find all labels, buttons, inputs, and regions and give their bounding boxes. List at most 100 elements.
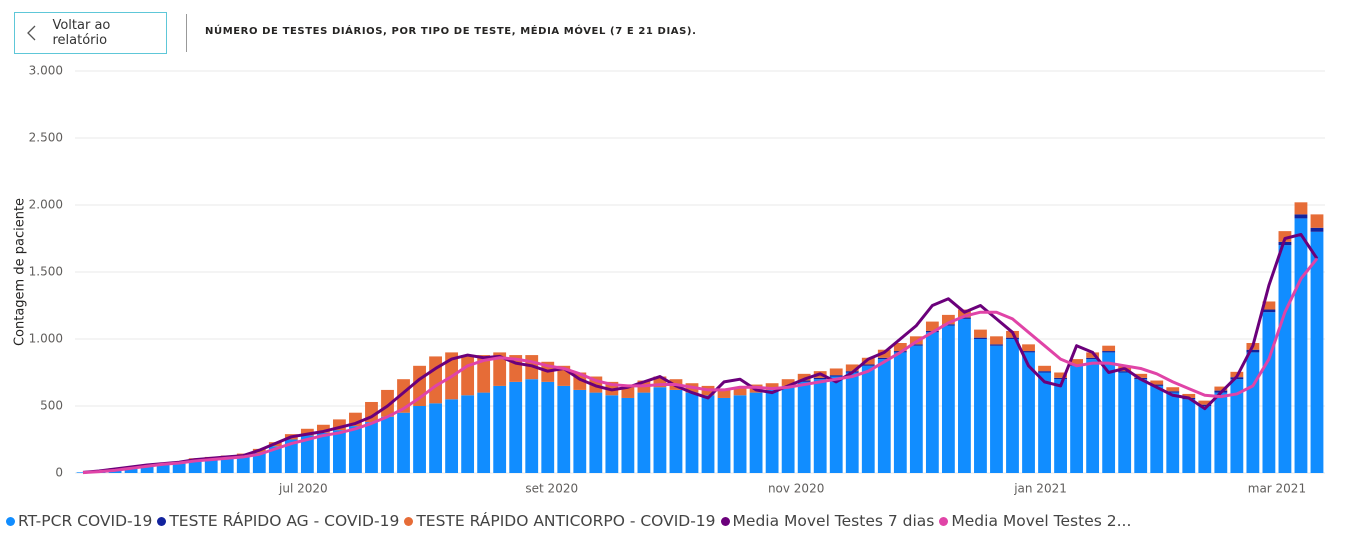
bar (204, 459, 218, 473)
bar (284, 439, 298, 473)
bar (974, 329, 987, 338)
legend-label: Media Movel Testes 2... (951, 512, 1132, 530)
bar (1102, 345, 1116, 352)
bar (1054, 377, 1067, 380)
bar (1182, 393, 1196, 398)
bar (541, 381, 555, 473)
bar (1310, 227, 1324, 232)
bar (333, 419, 346, 431)
bar (1102, 352, 1116, 473)
legend-label: TESTE RÁPIDO ANTICORPO - COVID-19 (416, 512, 716, 530)
bar (733, 387, 747, 396)
bar (621, 397, 635, 473)
bar (893, 343, 907, 352)
back-icon (27, 25, 36, 41)
bar (1294, 218, 1308, 473)
bar (1022, 344, 1035, 352)
bar (1134, 379, 1148, 473)
bar (1086, 352, 1100, 358)
bar (1086, 359, 1100, 473)
legend-item[interactable]: TESTE RÁPIDO AG - COVID-19 (157, 512, 399, 530)
legend-item[interactable]: Media Movel Testes 2... (939, 512, 1131, 530)
legend-label: RT-PCR COVID-19 (18, 512, 153, 530)
bar (974, 339, 987, 473)
chart-title: NÚMERO DE TESTES DIÁRIOS, POR TIPO DE TE… (205, 26, 697, 37)
bar (1214, 392, 1228, 473)
y-tick-label: 500 (40, 399, 63, 413)
legend-item[interactable]: Media Movel Testes 7 dias (720, 512, 934, 530)
y-tick-label: 2.000 (29, 198, 63, 212)
bar (1118, 372, 1132, 473)
bar (605, 395, 619, 473)
bar (429, 403, 442, 473)
bar (1006, 339, 1019, 473)
bar (1038, 371, 1051, 373)
bar (877, 359, 891, 473)
bar (397, 412, 410, 473)
bar (1006, 337, 1019, 339)
bar (252, 452, 266, 473)
x-tick-label: set 2020 (525, 482, 578, 496)
bar (813, 377, 827, 380)
bar (1166, 391, 1180, 393)
bar (477, 355, 491, 393)
bar (845, 364, 859, 372)
bar (990, 344, 1003, 346)
bar (845, 372, 859, 473)
bar (1038, 365, 1051, 372)
bar (1118, 371, 1132, 373)
bar (316, 432, 330, 473)
bar (268, 446, 282, 473)
back-button[interactable]: Voltar ao relatório (14, 12, 167, 54)
bar (1038, 372, 1051, 473)
x-tick-label: jul 2020 (278, 482, 328, 496)
x-tick-label: mar 2021 (1248, 482, 1306, 496)
bar (509, 381, 523, 473)
bar (140, 466, 154, 473)
bar (941, 324, 955, 326)
bar (990, 336, 1003, 345)
bar (637, 392, 651, 473)
bar (829, 376, 843, 473)
line (82, 257, 1319, 475)
bar (1310, 214, 1324, 228)
bar (493, 385, 507, 473)
bar (1054, 379, 1067, 473)
bar (381, 416, 394, 473)
bar (300, 428, 314, 436)
legend: RT-PCR COVID-19 TESTE RÁPIDO AG - COVID-1… (6, 512, 1136, 530)
legend-marker (404, 516, 414, 526)
bar (1150, 385, 1164, 473)
y-tick-label: 1.000 (29, 332, 63, 346)
bar (381, 389, 394, 417)
bar (1022, 352, 1035, 473)
bar (909, 345, 923, 473)
bar (861, 365, 875, 473)
bar (557, 385, 571, 473)
bar (653, 387, 667, 473)
bar (1070, 359, 1084, 365)
bar (493, 352, 507, 386)
bar (1294, 202, 1308, 215)
legend-marker (939, 516, 949, 526)
legend-item[interactable]: RT-PCR COVID-19 (6, 512, 152, 530)
bar (156, 464, 170, 473)
bar (877, 357, 891, 360)
bar (316, 424, 330, 433)
bar (1278, 245, 1292, 473)
bar (236, 456, 250, 473)
bar (941, 314, 955, 325)
bar (797, 381, 811, 473)
bar (573, 389, 587, 473)
bar (1134, 373, 1148, 378)
bar (990, 345, 1003, 473)
legend-item[interactable]: TESTE RÁPIDO ANTICORPO - COVID-19 (404, 512, 716, 530)
bar (829, 375, 843, 377)
bar (765, 383, 779, 390)
bar (1198, 400, 1212, 405)
bar (765, 389, 779, 473)
bar (925, 332, 939, 473)
bar (1054, 372, 1067, 378)
bar (1278, 231, 1292, 242)
